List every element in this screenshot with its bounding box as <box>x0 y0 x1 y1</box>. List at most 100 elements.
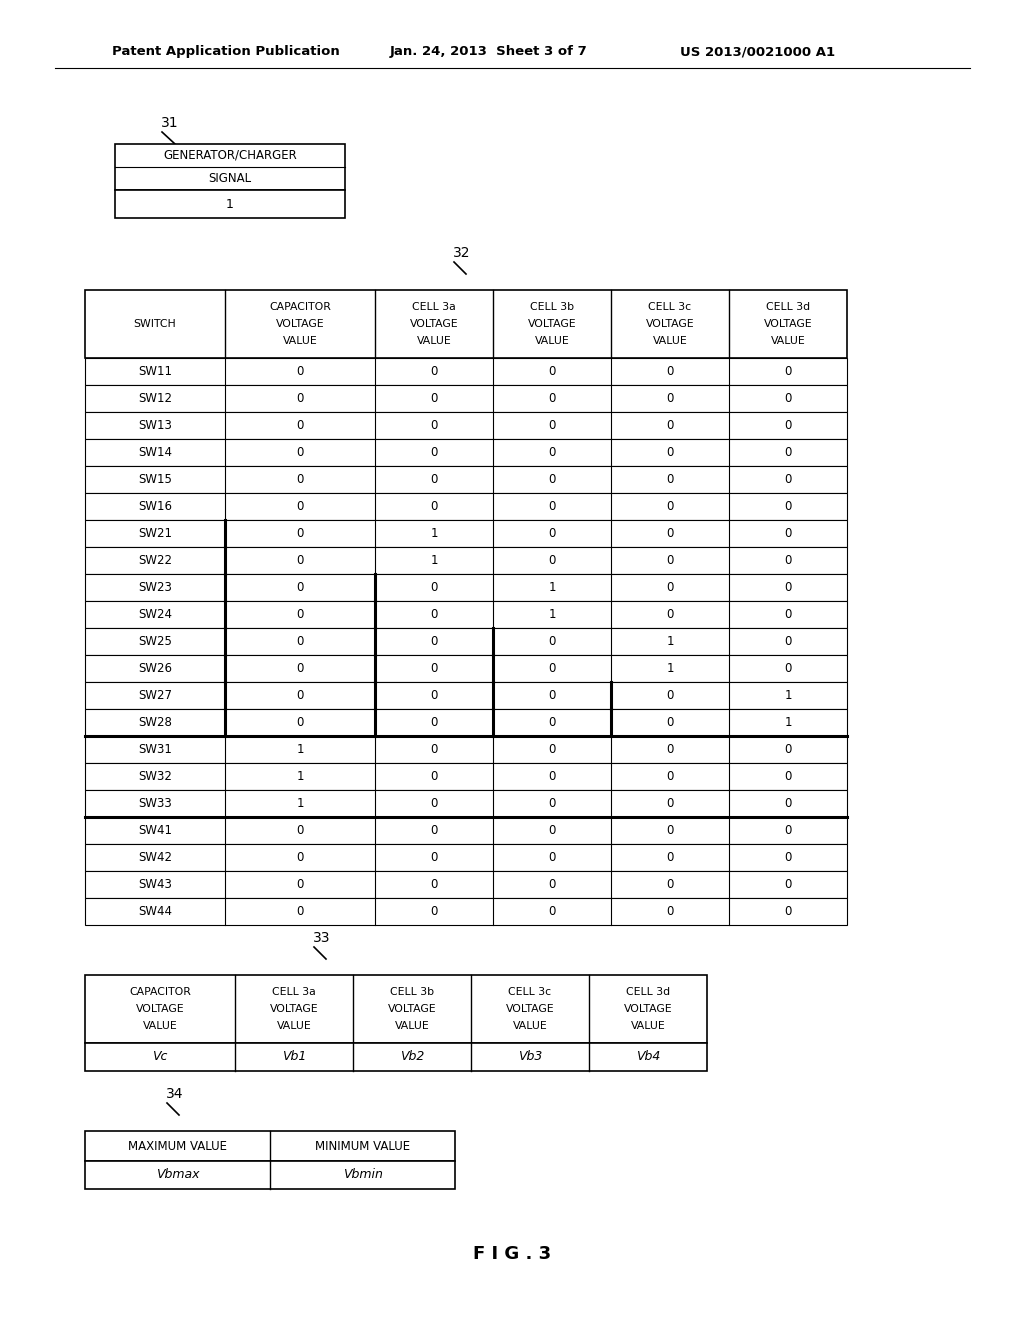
Text: VALUE: VALUE <box>276 1020 311 1031</box>
Text: 0: 0 <box>296 500 304 513</box>
Bar <box>85 975 707 1043</box>
Text: SW16: SW16 <box>138 500 172 513</box>
Bar <box>85 492 847 520</box>
Text: Vb3: Vb3 <box>518 1051 542 1064</box>
Text: 0: 0 <box>548 663 556 675</box>
Bar <box>85 709 847 737</box>
Text: 0: 0 <box>296 473 304 486</box>
Text: VALUE: VALUE <box>417 337 452 346</box>
Text: 1: 1 <box>430 527 437 540</box>
Bar <box>85 546 847 574</box>
Text: CELL 3b: CELL 3b <box>530 302 574 312</box>
Bar <box>85 763 847 789</box>
Text: 0: 0 <box>430 581 437 594</box>
Text: SW43: SW43 <box>138 878 172 891</box>
Text: 1: 1 <box>784 689 792 702</box>
Text: 0: 0 <box>667 392 674 405</box>
Text: 0: 0 <box>296 554 304 568</box>
Text: VALUE: VALUE <box>631 1020 666 1031</box>
Text: 0: 0 <box>784 770 792 783</box>
Text: 0: 0 <box>667 446 674 459</box>
Text: SIGNAL: SIGNAL <box>209 172 252 185</box>
Text: SW12: SW12 <box>138 392 172 405</box>
Text: 0: 0 <box>667 609 674 620</box>
Text: 0: 0 <box>548 392 556 405</box>
Text: 0: 0 <box>430 446 437 459</box>
Text: SW26: SW26 <box>138 663 172 675</box>
Bar <box>85 358 847 385</box>
Text: 1: 1 <box>784 715 792 729</box>
Text: SW42: SW42 <box>138 851 172 865</box>
Text: SW23: SW23 <box>138 581 172 594</box>
Text: 0: 0 <box>548 797 556 810</box>
Text: 0: 0 <box>667 824 674 837</box>
Text: 0: 0 <box>548 366 556 378</box>
Text: 1: 1 <box>667 635 674 648</box>
Bar <box>85 601 847 628</box>
Text: 1: 1 <box>430 554 437 568</box>
Text: 0: 0 <box>430 715 437 729</box>
Bar <box>85 1131 455 1162</box>
Text: 0: 0 <box>548 500 556 513</box>
Text: 1: 1 <box>548 609 556 620</box>
Text: 0: 0 <box>430 663 437 675</box>
Bar <box>85 290 847 358</box>
Text: 0: 0 <box>430 473 437 486</box>
Text: 0: 0 <box>667 554 674 568</box>
Text: SW31: SW31 <box>138 743 172 756</box>
Text: Vbmin: Vbmin <box>343 1168 382 1181</box>
Text: 0: 0 <box>667 906 674 917</box>
Text: 0: 0 <box>548 715 556 729</box>
Text: VOLTAGE: VOLTAGE <box>646 319 694 329</box>
Text: CAPACITOR: CAPACITOR <box>269 302 331 312</box>
Text: 0: 0 <box>296 635 304 648</box>
Text: VALUE: VALUE <box>771 337 805 346</box>
Text: 0: 0 <box>667 878 674 891</box>
Text: SW24: SW24 <box>138 609 172 620</box>
Bar <box>85 789 847 817</box>
Text: 0: 0 <box>548 743 556 756</box>
Bar <box>85 682 847 709</box>
Text: CELL 3d: CELL 3d <box>626 987 670 997</box>
Text: 1: 1 <box>226 198 233 210</box>
Text: 0: 0 <box>296 689 304 702</box>
Text: 0: 0 <box>667 581 674 594</box>
Text: 0: 0 <box>296 663 304 675</box>
Text: 0: 0 <box>430 366 437 378</box>
Text: 0: 0 <box>784 392 792 405</box>
Text: 33: 33 <box>313 931 331 945</box>
Text: 0: 0 <box>784 366 792 378</box>
Text: SW28: SW28 <box>138 715 172 729</box>
Text: MINIMUM VALUE: MINIMUM VALUE <box>315 1139 410 1152</box>
Text: 0: 0 <box>667 770 674 783</box>
Text: 0: 0 <box>667 527 674 540</box>
Text: SW14: SW14 <box>138 446 172 459</box>
Text: VALUE: VALUE <box>535 337 569 346</box>
Text: VOLTAGE: VOLTAGE <box>275 319 325 329</box>
Text: SWITCH: SWITCH <box>133 319 176 329</box>
Text: 0: 0 <box>296 824 304 837</box>
Text: SW22: SW22 <box>138 554 172 568</box>
Bar <box>85 574 847 601</box>
Text: 0: 0 <box>548 824 556 837</box>
Text: 0: 0 <box>667 715 674 729</box>
Text: 0: 0 <box>548 689 556 702</box>
Text: Jan. 24, 2013  Sheet 3 of 7: Jan. 24, 2013 Sheet 3 of 7 <box>390 45 588 58</box>
Text: 0: 0 <box>296 878 304 891</box>
Text: 0: 0 <box>667 418 674 432</box>
Text: 0: 0 <box>296 446 304 459</box>
Text: Vb4: Vb4 <box>636 1051 660 1064</box>
Text: 0: 0 <box>296 715 304 729</box>
Text: CELL 3a: CELL 3a <box>412 302 456 312</box>
Text: CELL 3c: CELL 3c <box>648 302 691 312</box>
Text: 0: 0 <box>667 797 674 810</box>
Text: 0: 0 <box>296 581 304 594</box>
Text: 0: 0 <box>784 824 792 837</box>
Bar <box>85 898 847 925</box>
Text: CELL 3d: CELL 3d <box>766 302 810 312</box>
Text: 31: 31 <box>161 116 179 129</box>
Text: 0: 0 <box>548 554 556 568</box>
Text: 0: 0 <box>296 418 304 432</box>
Text: 0: 0 <box>430 392 437 405</box>
Text: 0: 0 <box>784 743 792 756</box>
